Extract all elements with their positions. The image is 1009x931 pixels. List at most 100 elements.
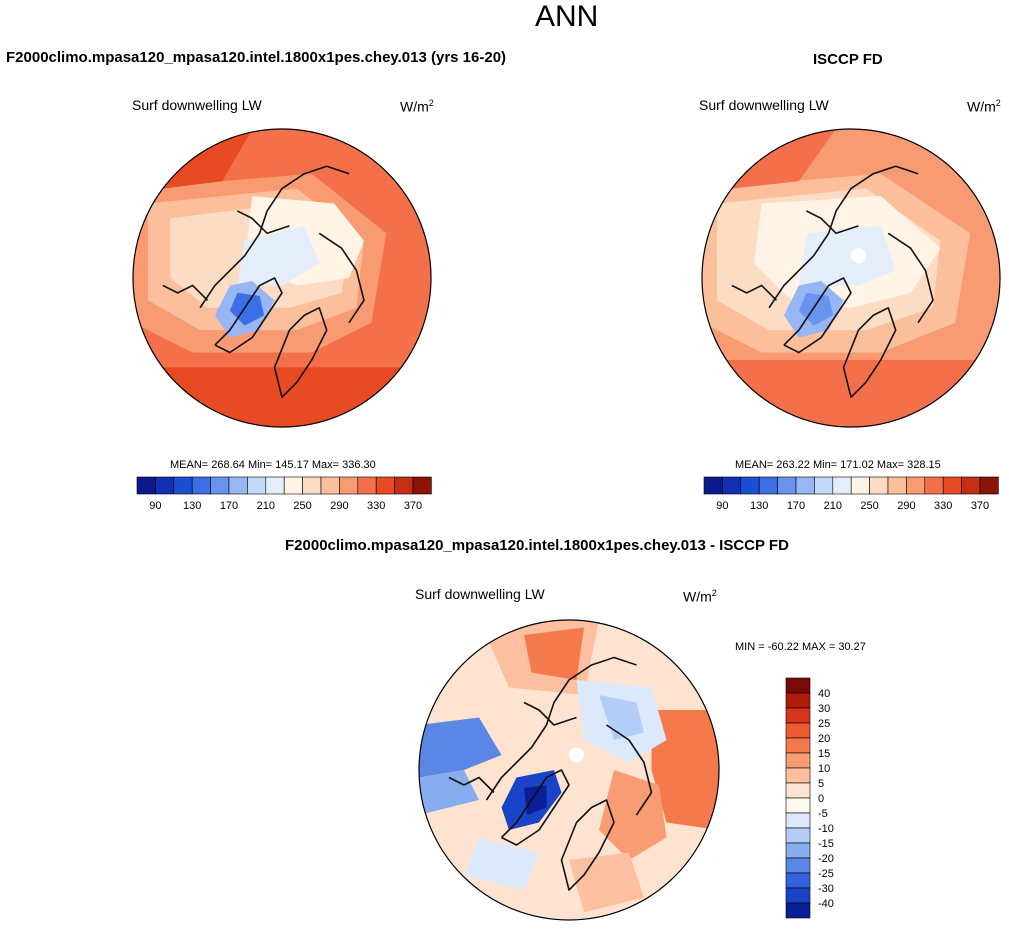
diff-colorbar: 40 30 25 20 15 10 5 0 -5 -10 -15 -20 -25 -30 -40 [785, 677, 834, 919]
contour-region [419, 770, 479, 815]
contour-region [599, 770, 667, 860]
colorbar-tick-label: 210 [257, 500, 275, 512]
colorbar-swatch [740, 476, 760, 495]
colorbar-tick-label: 5 [818, 778, 824, 790]
colorbar-tick-label: 90 [716, 500, 728, 512]
colorbar-tick-label: 250 [860, 500, 878, 512]
contour-region [524, 785, 547, 815]
colorbar-swatch [785, 887, 811, 904]
colorbar-swatch [785, 677, 811, 694]
contour-region [237, 225, 320, 286]
colorbar-tick-label: -5 [818, 808, 828, 820]
colorbar-swatch [357, 476, 377, 495]
diff-stats-text: MIN = -60.22 MAX = 30.27 [735, 641, 866, 653]
coastline [560, 799, 615, 891]
obs-units-label: W/m2 [967, 98, 1001, 115]
colorbar-swatch [228, 476, 248, 495]
diff-panel-header: F2000climo.mpasa120_mpasa120.intel.1800x… [285, 537, 789, 554]
colorbar-tick-label: 370 [404, 500, 422, 512]
colorbar-tick-label: 330 [934, 500, 952, 512]
colorbar-swatch [814, 476, 834, 495]
map-boundary [132, 128, 432, 428]
colorbar-tick-label: 170 [220, 500, 238, 512]
missing-data-disk [569, 747, 584, 763]
map-boundary [418, 619, 720, 921]
coastline [783, 277, 852, 354]
coastline [199, 165, 350, 309]
colorbar-swatch [785, 707, 811, 724]
map-boundary [701, 128, 1001, 428]
colorbar-tick-label: 210 [824, 500, 842, 512]
colorbar-swatch [785, 842, 811, 859]
colorbar-swatch [795, 476, 815, 495]
colorbar-tick-label: 330 [367, 500, 385, 512]
colorbar-swatch [832, 476, 852, 495]
colorbar-tick-label: 15 [818, 748, 830, 760]
colorbar-swatch [785, 737, 811, 754]
colorbar-swatch [320, 476, 340, 495]
colorbar-swatch [906, 476, 926, 495]
contour-region [419, 717, 502, 778]
colorbar-tick-label: 10 [818, 763, 830, 775]
colorbar-swatch [785, 782, 811, 799]
colorbar-swatch [722, 476, 742, 495]
model-colorbar: 90 130 170 210 250 290 330 370 [136, 476, 432, 512]
contour-region [651, 710, 719, 830]
colorbar-swatch [785, 722, 811, 739]
coastline [523, 701, 577, 726]
colorbar-swatch [942, 476, 962, 495]
coastline [887, 232, 934, 324]
colorbar-swatch [785, 827, 811, 844]
obs-panel-header: ISCCP FD [813, 51, 883, 68]
missing-data-disk [851, 248, 866, 264]
coastline [768, 165, 919, 309]
colorbar-tick-label: -10 [818, 823, 834, 835]
colorbar-swatch [850, 476, 870, 495]
diff-variable-label: Surf downwelling LW [415, 586, 545, 602]
colorbar-swatch [777, 476, 797, 495]
colorbar-swatch [869, 476, 889, 495]
colorbar-tick-label: 0 [818, 793, 824, 805]
map-field [133, 129, 431, 427]
colorbar-swatch [979, 476, 999, 495]
colorbar-swatch [283, 476, 303, 495]
coastline [214, 277, 283, 354]
coastline [842, 307, 897, 399]
colorbar-swatch [785, 857, 811, 874]
coastline [273, 307, 328, 399]
colorbar-tick-label: 170 [787, 500, 805, 512]
colorbar-swatch [265, 476, 285, 495]
colorbar-swatch [785, 692, 811, 709]
coastline [448, 776, 495, 794]
colorbar-swatch [191, 476, 211, 495]
colorbar-tick-label: 30 [818, 703, 830, 715]
colorbar-swatch [247, 476, 267, 495]
colorbar-swatch [785, 872, 811, 889]
model-variable-label: Surf downwelling LW [132, 97, 262, 113]
contour-region [464, 837, 539, 890]
obs-stats-text: MEAN= 263.22 Min= 171.02 Max= 328.15 [735, 459, 941, 471]
diff-polar-map [418, 619, 720, 921]
colorbar-tick-label: -30 [818, 883, 834, 895]
colorbar-swatch [924, 476, 944, 495]
model-polar-map [132, 128, 432, 428]
colorbar-tick-label: 250 [293, 500, 311, 512]
colorbar-tick-label: 90 [149, 500, 161, 512]
colorbar-tick-label: 130 [183, 500, 201, 512]
colorbar-swatch [339, 476, 359, 495]
colorbar-tick-label: -25 [818, 868, 834, 880]
colorbar-swatch [210, 476, 230, 495]
colorbar-tick-label: 40 [818, 688, 830, 700]
colorbar-tick-label: 20 [818, 733, 830, 745]
colorbar-swatch [302, 476, 322, 495]
obs-colorbar: 90 130 170 210 250 290 330 370 [703, 476, 999, 512]
coastline [318, 232, 365, 324]
coastline [236, 210, 290, 235]
obs-polar-map [701, 128, 1001, 428]
coastline [485, 656, 637, 801]
colorbar-swatch [703, 476, 723, 495]
colorbar-swatch [155, 476, 175, 495]
colorbar-tick-label: 290 [330, 500, 348, 512]
colorbar-swatch [785, 767, 811, 784]
colorbar-swatch [136, 476, 156, 495]
